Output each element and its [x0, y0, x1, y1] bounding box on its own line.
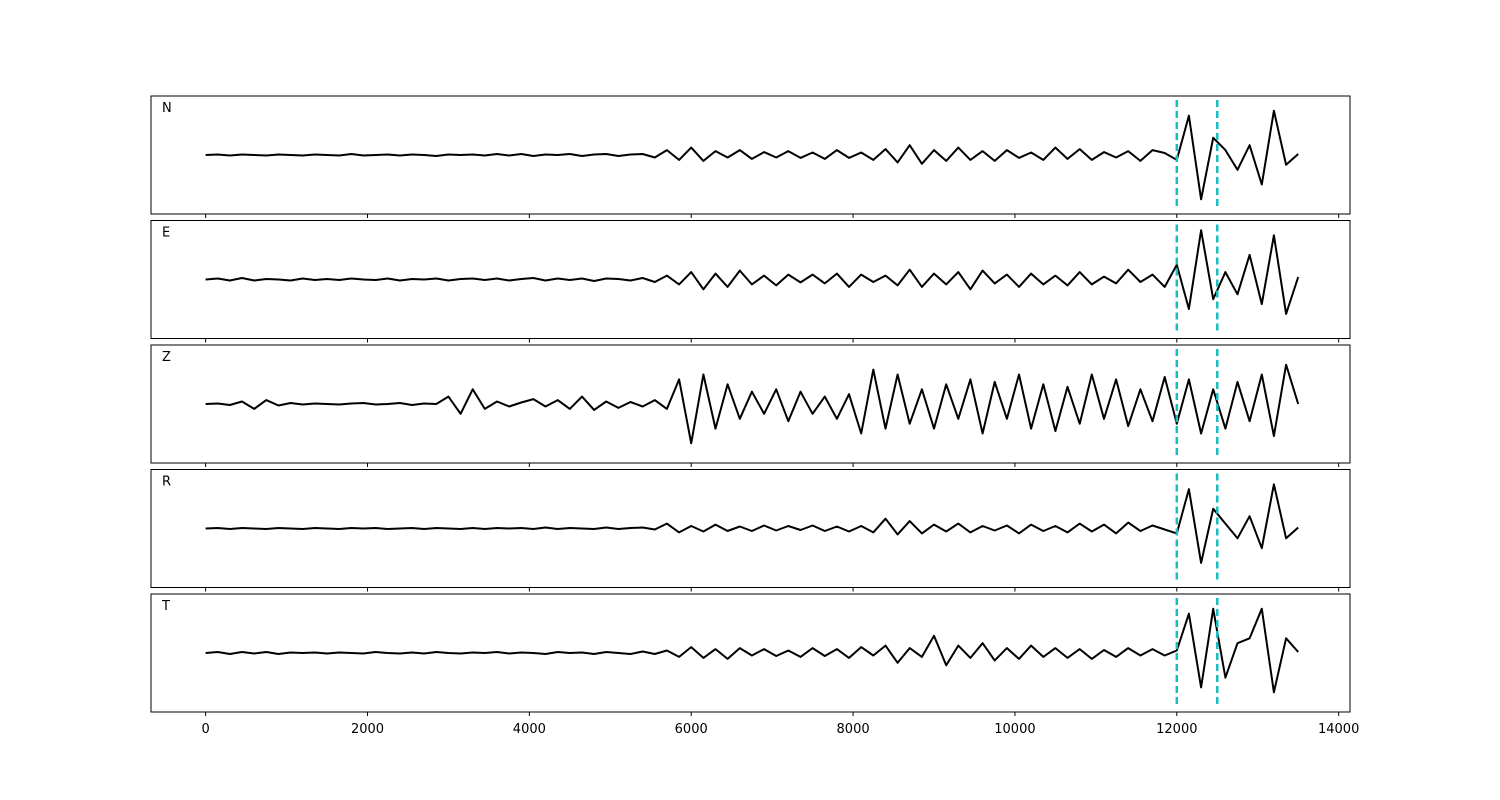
panel-frame	[150, 95, 1351, 215]
x-tick-label: 10000	[994, 722, 1035, 737]
x-tick-label: 8000	[837, 722, 870, 737]
panel-frame	[150, 344, 1351, 464]
panel-label: E	[162, 226, 170, 241]
x-tick-label: 14000	[1318, 722, 1359, 737]
trace	[205, 363, 1300, 445]
x-tick-label: 12000	[1156, 722, 1197, 737]
trace	[205, 109, 1299, 201]
trace	[205, 483, 1299, 564]
panel-frame	[150, 220, 1351, 339]
trace	[205, 607, 1299, 694]
x-tick-label: 4000	[513, 722, 546, 737]
panel-label: Z	[162, 350, 171, 365]
trace	[205, 229, 1300, 315]
panel-frame	[150, 469, 1351, 588]
x-tick-label: 0	[201, 722, 209, 737]
panel-label: T	[161, 599, 170, 614]
panel-label: N	[162, 101, 172, 116]
panel-label: R	[162, 475, 171, 490]
x-tick-label: 2000	[351, 722, 384, 737]
panel-frame	[150, 593, 1351, 713]
x-tick-label: 6000	[675, 722, 708, 737]
